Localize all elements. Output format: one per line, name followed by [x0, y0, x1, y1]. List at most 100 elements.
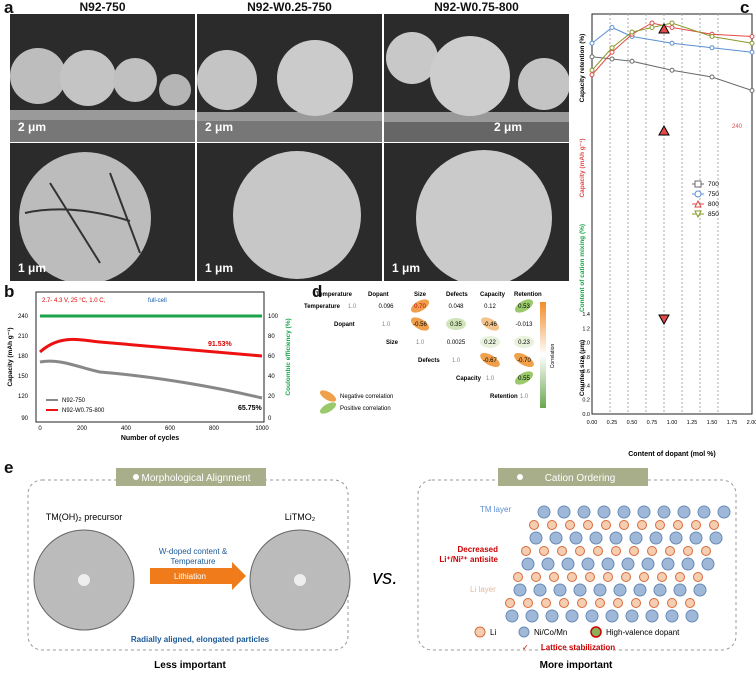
li-atom — [647, 546, 657, 556]
panel-b-chart: 2.7- 4.3 V, 25 °C, 1.0 C, full-cell 91.5… — [7, 291, 292, 442]
li-atom — [683, 546, 693, 556]
tm-atom — [617, 505, 631, 519]
svg-text:210: 210 — [18, 334, 29, 340]
retention-line-750 — [591, 26, 753, 53]
svg-text:-0.67: -0.67 — [483, 358, 497, 364]
retention-line-800 — [591, 22, 753, 76]
tm-atom — [533, 583, 547, 597]
svg-text:0.096: 0.096 — [378, 304, 394, 310]
svg-text:Li layer: Li layer — [470, 585, 496, 594]
svg-text:Morphological Alignment: Morphological Alignment — [142, 473, 251, 484]
svg-text:Cation Ordering: Cation Ordering — [545, 473, 616, 484]
svg-text:Lithiation: Lithiation — [174, 572, 206, 581]
retention-point-800 — [749, 34, 755, 39]
svg-text:Lattice stabilization: Lattice stabilization — [541, 643, 615, 652]
retention-point-700 — [629, 58, 635, 64]
li-atom — [601, 520, 611, 530]
panel-d-label: d — [312, 282, 323, 301]
li-atom — [691, 520, 701, 530]
svg-text:40: 40 — [268, 374, 275, 380]
size-tick-label: 0.8 — [582, 355, 590, 361]
retention-point-850 — [749, 40, 755, 46]
li-atom — [619, 520, 629, 530]
li-atom — [649, 598, 659, 608]
svg-text:LiTMO₂: LiTMO₂ — [285, 512, 316, 522]
tm-atom — [581, 557, 595, 571]
svg-text:150: 150 — [18, 374, 29, 380]
size-tick-label: 1.2 — [582, 326, 590, 332]
retention-point-800 — [649, 20, 655, 26]
svg-text:Content of cation mixing (%): Content of cation mixing (%) — [579, 224, 586, 312]
svg-text:vs.: vs. — [372, 567, 398, 589]
retention-point-800 — [589, 72, 595, 78]
tm-atom — [613, 583, 627, 597]
li-atom — [531, 572, 541, 582]
li-atom — [693, 572, 703, 582]
size-tick-label: 0.6 — [582, 369, 590, 375]
li-atom — [595, 598, 605, 608]
tm-atom — [557, 505, 571, 519]
size-tick-label: 1.4 — [582, 312, 590, 318]
li-atom — [613, 598, 623, 608]
svg-text:0.70: 0.70 — [414, 304, 426, 310]
tm-atom — [513, 583, 527, 597]
tm-atom — [717, 505, 731, 519]
sem-col2-title: N92-W0.25-750 — [247, 0, 332, 14]
retention-point-850 — [609, 45, 615, 51]
li-atom — [505, 598, 515, 608]
svg-text:240: 240 — [732, 124, 743, 130]
retention-red: 91.53% — [208, 341, 233, 348]
li-atom — [657, 572, 667, 582]
tm-atom — [529, 531, 543, 545]
x-tick-label: 1.50 — [707, 420, 718, 426]
y-axis-left: Capacity (mAh g⁻¹) — [7, 327, 14, 386]
tm-atom — [637, 505, 651, 519]
condition-text: 2.7- 4.3 V, 25 °C, 1.0 C, — [42, 298, 106, 304]
tm-atom — [709, 531, 723, 545]
tm-atom — [677, 505, 691, 519]
li-atom — [523, 598, 533, 608]
scale-bar-label: 1 μm — [392, 261, 421, 275]
svg-text:Capacity (mAh g⁻¹): Capacity (mAh g⁻¹) — [579, 138, 586, 197]
li-atom — [557, 546, 567, 556]
tm-atom — [597, 505, 611, 519]
size-tick-label: 1.0 — [582, 341, 590, 347]
tm-atom — [601, 557, 615, 571]
li-atom — [521, 546, 531, 556]
tm-atom — [653, 583, 667, 597]
panel-e-label: e — [4, 458, 14, 477]
tm-atom — [649, 531, 663, 545]
sem-image-w025-750-top: 2 μm — [197, 14, 382, 142]
tm-atom — [701, 557, 715, 571]
svg-text:Li⁺/Ni²⁺ antisite: Li⁺/Ni²⁺ antisite — [439, 555, 498, 564]
svg-text:600: 600 — [165, 426, 176, 432]
svg-text:0.55: 0.55 — [518, 376, 530, 382]
tm-atom — [621, 557, 635, 571]
tm-atom — [565, 609, 579, 623]
svg-text:Size: Size — [414, 292, 427, 298]
svg-text:-0.56: -0.56 — [413, 322, 427, 328]
retention-series — [589, 20, 755, 93]
svg-text:W-doped content &: W-doped content & — [159, 547, 228, 556]
svg-text:Defects: Defects — [418, 358, 440, 364]
svg-text:1.0: 1.0 — [348, 304, 357, 310]
retention-point-700 — [609, 56, 615, 62]
panel-a-label: a — [4, 0, 14, 17]
tm-atom — [573, 583, 587, 597]
svg-text:0: 0 — [38, 426, 42, 432]
sem-image-w075-800-top: 2 μm — [384, 14, 569, 142]
svg-text:TM layer: TM layer — [480, 505, 511, 514]
svg-text:Counted size (μm): Counted size (μm) — [579, 340, 586, 396]
tm-atom — [689, 531, 703, 545]
li-atom — [567, 572, 577, 582]
svg-text:1.0: 1.0 — [452, 358, 461, 364]
scale-bar-label: 1 μm — [18, 261, 47, 275]
svg-text:100: 100 — [268, 314, 279, 320]
x-tick-label: 2.00 — [747, 420, 756, 426]
li-atom — [673, 520, 683, 530]
x-tick-label: 0.75 — [647, 420, 658, 426]
panel-b-label: b — [4, 282, 15, 301]
li-atom — [541, 598, 551, 608]
svg-text:0.12: 0.12 — [484, 304, 496, 310]
x-tick-label: 0.00 — [587, 420, 598, 426]
